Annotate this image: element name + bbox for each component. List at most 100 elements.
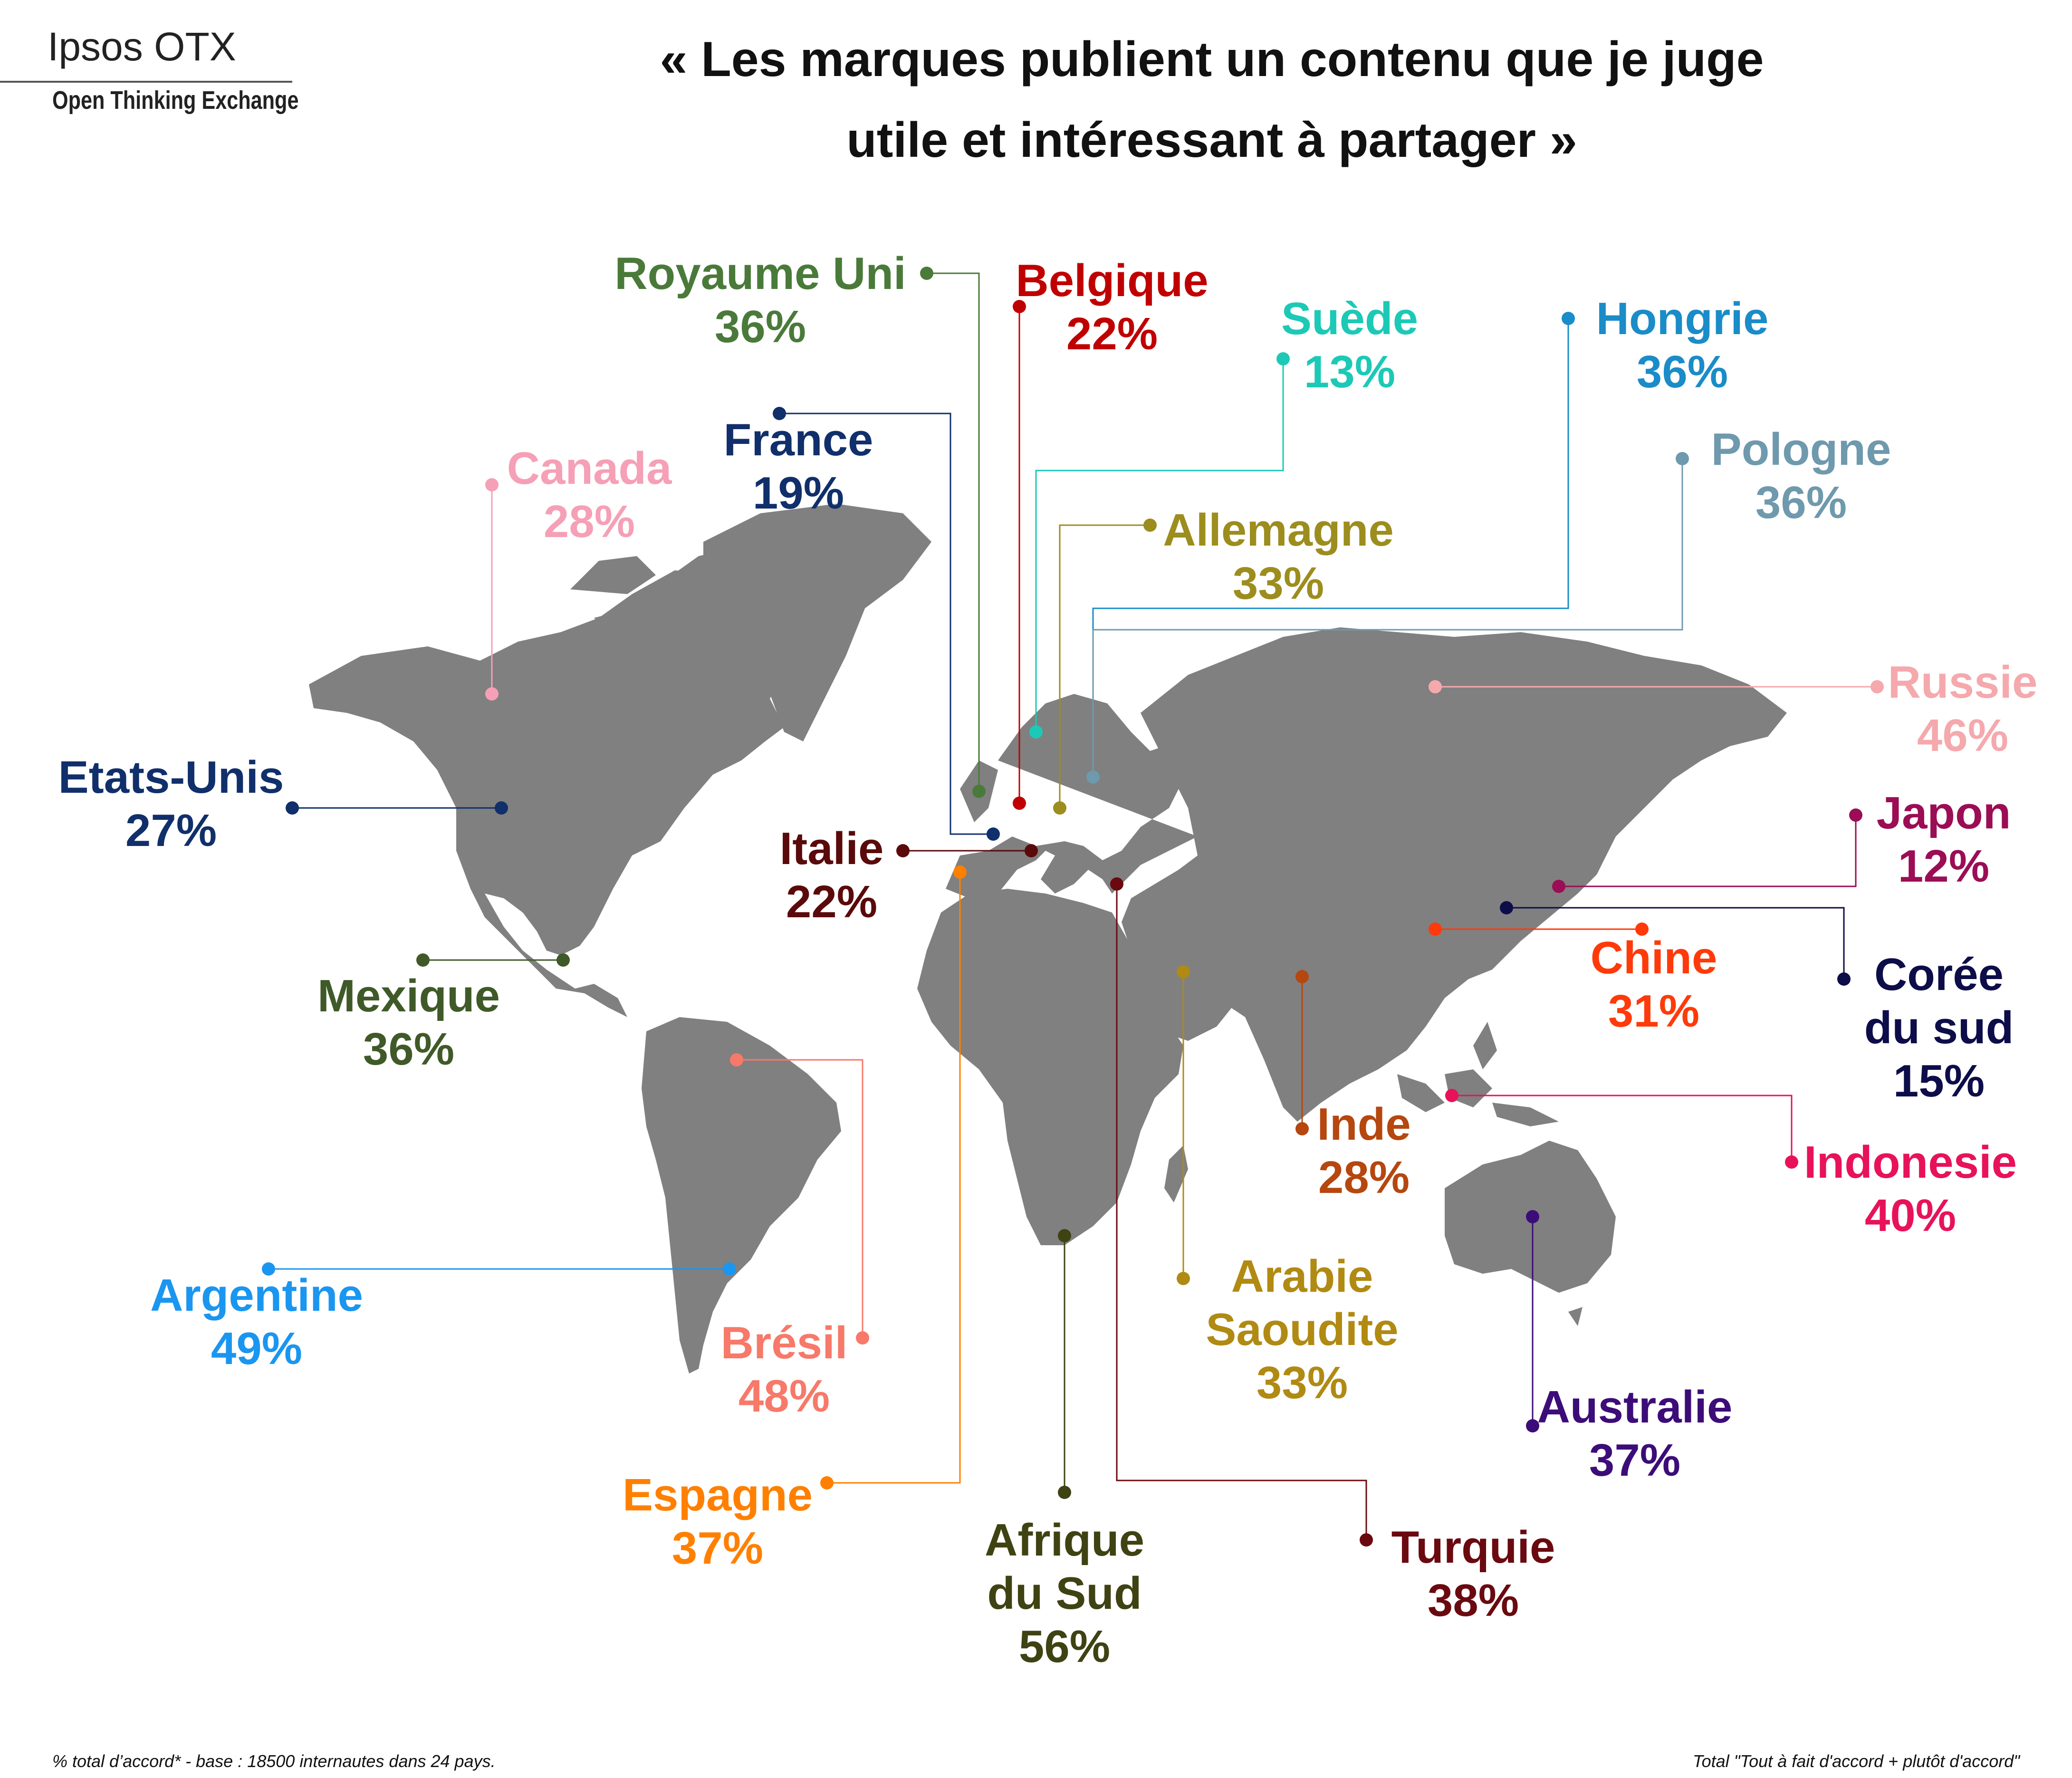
logo-name: Ipsos OTX <box>48 24 236 69</box>
map-dot-indonesie <box>1445 1089 1458 1102</box>
leader-line-royaume-uni <box>927 272 980 791</box>
label-dot-turquie <box>1360 1533 1373 1547</box>
leader-line-pologne <box>1092 459 1683 777</box>
leader-line-japon <box>1559 815 1857 887</box>
country-name-coree-du-sud: du sud <box>1864 1002 2014 1053</box>
country-percent-turquie: 38% <box>1427 1575 1519 1626</box>
country-label-canada: Canada 28% <box>507 442 672 548</box>
country-percent-bresil: 48% <box>738 1371 830 1422</box>
country-name-mexique: Mexique <box>317 971 500 1021</box>
label-dot-italie <box>896 844 910 857</box>
label-dot-mexique <box>416 953 430 967</box>
label-dot-australie <box>1526 1419 1539 1432</box>
country-name-etats-unis: Etats-Unis <box>58 752 284 803</box>
country-percent-inde: 28% <box>1318 1152 1410 1203</box>
map-dot-afrique-du-sud <box>1058 1229 1071 1242</box>
logo-tagline: Open Thinking Exchange <box>52 86 299 115</box>
north-america <box>309 570 817 1017</box>
page-title: « Les marques publient un contenu que je… <box>475 19 1948 181</box>
country-percent-afrique-du-sud: 56% <box>1018 1621 1111 1672</box>
map-dot-mexique <box>556 953 570 967</box>
country-percent-espagne: 37% <box>671 1523 764 1574</box>
label-dot-canada <box>485 478 499 491</box>
label-dot-inde <box>1295 1122 1309 1135</box>
country-name-espagne: Espagne <box>622 1470 813 1520</box>
label-dot-espagne <box>820 1476 834 1490</box>
country-name-bresil: Brésil <box>720 1317 848 1368</box>
country-percent-pologne: 36% <box>1755 477 1847 528</box>
southeast-asia-islands <box>1397 1022 1559 1126</box>
country-name-hongrie: Hongrie <box>1596 293 1769 344</box>
country-name-coree-du-sud: Corée <box>1874 949 2004 1000</box>
country-label-belgique: Belgique 22% <box>1016 254 1208 361</box>
country-name-chine: Chine <box>1590 932 1717 983</box>
map-dot-italie <box>1025 844 1038 857</box>
country-label-hongrie: Hongrie 36% <box>1596 292 1769 399</box>
map-dot-espagne <box>953 865 967 879</box>
tasmania <box>1568 1307 1583 1326</box>
country-label-afrique-du-sud: Afrique du Sud 56% <box>985 1514 1144 1673</box>
label-dot-argentine <box>262 1262 275 1276</box>
country-label-royaume-uni: Royaume Uni 36% <box>614 247 906 354</box>
country-name-royaume-uni: Royaume Uni <box>614 248 906 299</box>
map-dot-suede <box>1029 725 1043 739</box>
country-label-mexique: Mexique 36% <box>317 970 500 1076</box>
map-dot-inde <box>1295 970 1309 983</box>
country-percent-japon: 12% <box>1898 841 1990 892</box>
country-label-etats-unis: Etats-Unis 27% <box>58 751 284 857</box>
map-dot-bresil <box>730 1053 743 1067</box>
country-percent-coree-du-sud: 15% <box>1893 1056 1985 1106</box>
country-percent-argentine: 49% <box>211 1323 303 1374</box>
country-label-espagne: Espagne 37% <box>623 1469 813 1575</box>
leader-line-coree-du-sud <box>1506 907 1845 979</box>
country-label-pologne: Pologne 36% <box>1711 423 1891 529</box>
footnote-base: % total d’accord* - base : 18500 interna… <box>52 1751 496 1771</box>
country-label-france: France 19% <box>724 413 873 520</box>
country-percent-etats-unis: 27% <box>125 805 217 856</box>
country-percent-royaume-uni: 36% <box>714 301 806 352</box>
indian-peninsula <box>1264 970 1359 1107</box>
title-line-1: « Les marques publient un contenu que je… <box>660 32 1764 87</box>
country-percent-indonesie: 40% <box>1864 1190 1957 1241</box>
country-percent-italie: 22% <box>786 876 878 927</box>
country-label-bresil: Brésil 48% <box>721 1317 848 1423</box>
south-america <box>642 1017 841 1374</box>
greenland <box>703 504 931 741</box>
map-dot-japon <box>1552 880 1565 893</box>
label-dot-france <box>773 407 786 420</box>
country-percent-canada: 28% <box>543 496 635 547</box>
map-dot-france <box>987 827 1000 841</box>
country-percent-chine: 31% <box>1608 986 1700 1037</box>
country-percent-arabie-saoudite: 33% <box>1256 1357 1348 1408</box>
map-dot-argentine <box>723 1262 736 1276</box>
map-dot-belgique <box>1013 797 1026 810</box>
country-label-japon: Japon 12% <box>1877 787 2011 893</box>
label-dot-hongrie <box>1562 312 1575 325</box>
country-name-afrique-du-sud: Afrique <box>985 1515 1144 1566</box>
country-name-belgique: Belgique <box>1016 255 1209 306</box>
map-dot-chine <box>1429 923 1442 936</box>
map-dot-allemagne <box>1053 801 1066 815</box>
label-dot-suede <box>1276 352 1290 365</box>
country-name-afrique-du-sud: du Sud <box>987 1568 1142 1619</box>
country-name-inde: Inde <box>1317 1099 1411 1150</box>
country-name-turquie: Turquie <box>1391 1522 1555 1573</box>
country-percent-france: 19% <box>752 468 844 519</box>
continents <box>309 504 1787 1374</box>
country-name-indonesie: Indonesie <box>1803 1137 2017 1188</box>
country-label-allemagne: Allemagne 33% <box>1163 504 1393 610</box>
country-name-russie: Russie <box>1888 657 2038 708</box>
country-label-chine: Chine 31% <box>1591 932 1717 1038</box>
leader-line-turquie <box>1116 884 1367 1540</box>
leader-line-suede <box>1035 359 1284 732</box>
country-name-japon: Japon <box>1876 788 2011 838</box>
title-line-2: utile et intéressant à partager » <box>846 113 1577 168</box>
country-name-france: France <box>723 414 873 465</box>
map-dot-etats-unis <box>495 801 508 815</box>
map-dot-royaume-uni <box>972 785 986 798</box>
label-dot-arabie-saoudite <box>1177 1272 1190 1285</box>
country-name-italie: Italie <box>779 823 884 874</box>
marker-dots <box>262 267 1884 1547</box>
country-label-coree-du-sud: Corée du sud 15% <box>1864 948 2014 1108</box>
